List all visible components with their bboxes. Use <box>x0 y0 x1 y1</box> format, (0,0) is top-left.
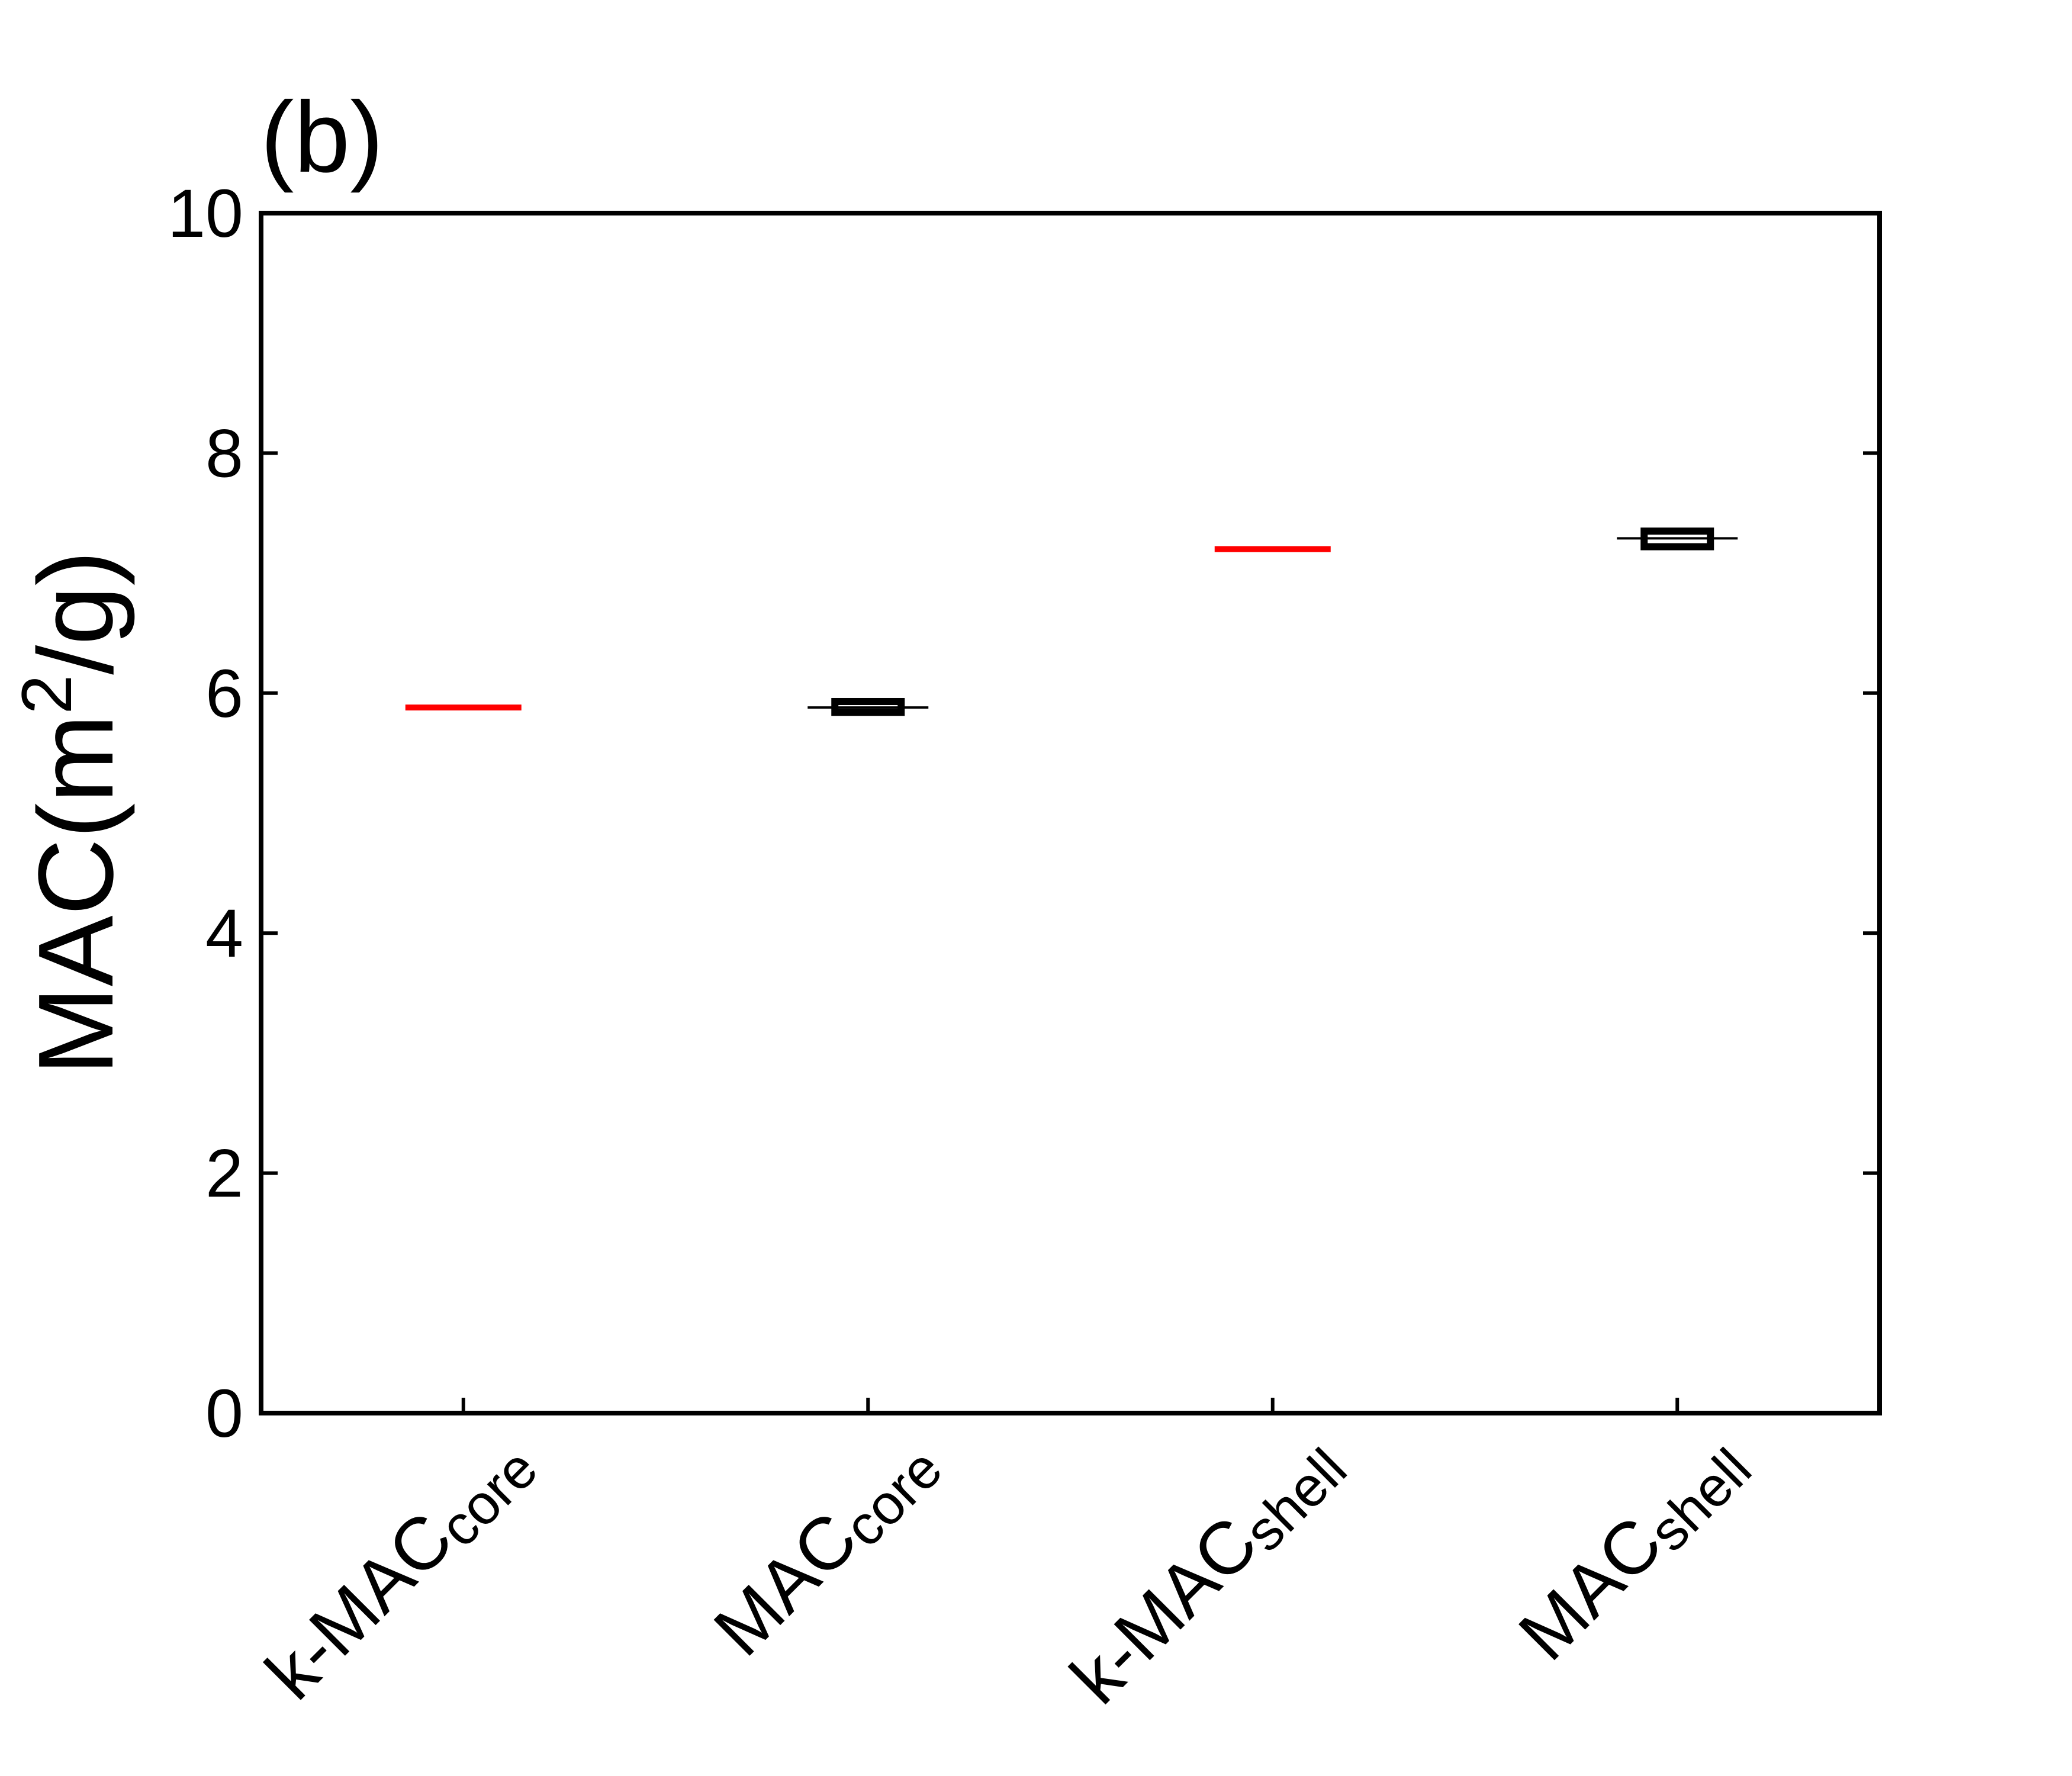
y-tick-label: 8 <box>205 416 243 491</box>
y-tick-label: 4 <box>205 896 243 971</box>
y-label-superscript: 2 <box>7 675 86 715</box>
y-tick-label: 6 <box>205 656 243 732</box>
y-axis-label: MAC(m2/g) <box>7 551 136 1076</box>
y-tick-label: 10 <box>168 176 243 252</box>
chart-title: (b) <box>260 81 384 194</box>
y-label-suffix: /g) <box>17 551 136 675</box>
plot-frame <box>259 211 1882 1415</box>
y-tick-label: 2 <box>205 1136 243 1212</box>
y-label-text: MAC(m <box>17 714 136 1075</box>
y-tick-label: 0 <box>205 1376 243 1452</box>
